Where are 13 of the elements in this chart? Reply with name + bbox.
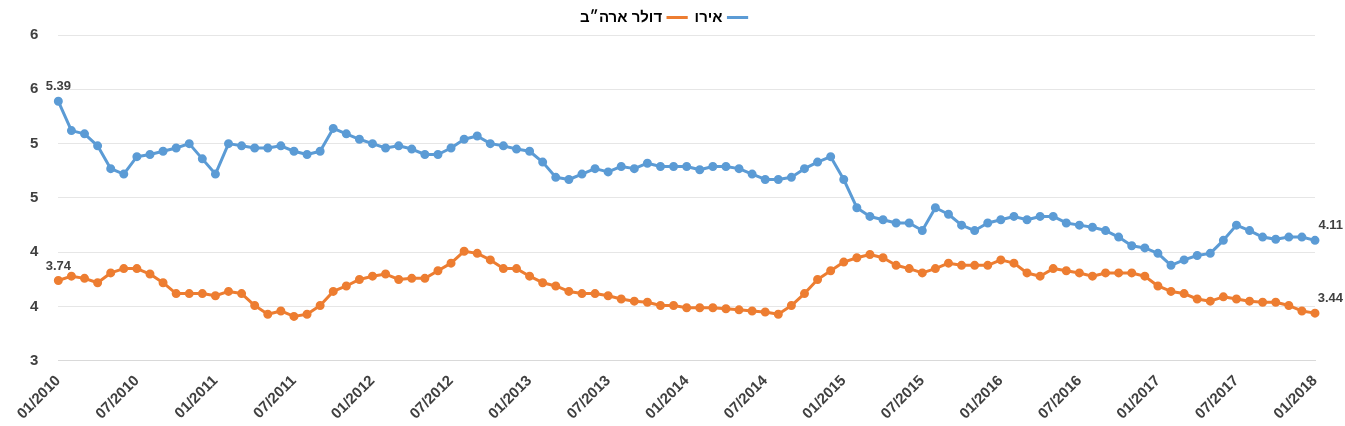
y-tick-label: 3 (30, 351, 39, 369)
y-tick-label: 5 (30, 188, 39, 206)
data-label: 5.39 (45, 78, 71, 94)
y-tick-label: 6 (30, 79, 39, 97)
y-tick-label: 6 (30, 25, 39, 43)
data-label: 4.11 (1318, 217, 1343, 233)
y-tick-label: 4 (30, 296, 39, 314)
legend-label: דולר ארה״ב (579, 7, 663, 25)
y-tick-label: 4 (30, 242, 39, 260)
data-label: 3.74 (45, 257, 72, 273)
legend-label: אירו (694, 7, 723, 25)
data-label: 3.44 (1317, 290, 1344, 306)
y-tick-label: 5 (30, 133, 39, 151)
